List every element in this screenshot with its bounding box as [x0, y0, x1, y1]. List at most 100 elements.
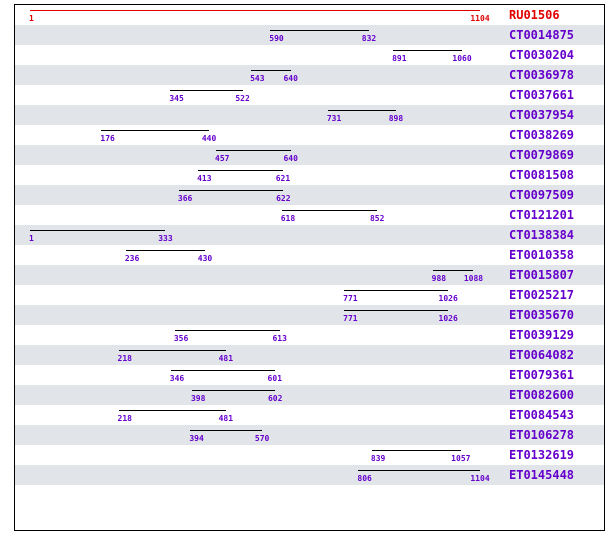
end-position: 522 [235, 94, 250, 103]
end-position: 481 [218, 414, 234, 423]
alignment-segment [198, 170, 283, 171]
hit-id-link[interactable]: ET0132619 [509, 448, 575, 462]
hit-id-link[interactable]: CT0121201 [509, 208, 575, 222]
start-position: 731 [326, 114, 342, 123]
hit-row: 356 613 ET0039129 [15, 325, 604, 345]
start-position: 590 [269, 34, 284, 43]
end-position: 640 [283, 74, 298, 83]
hit-id-link[interactable]: CT0037661 [509, 88, 575, 102]
start-position: 345 [169, 94, 184, 103]
hit-id-link[interactable]: CT0079869 [509, 148, 575, 162]
hit-row: 346 601 ET0079361 [15, 365, 604, 385]
end-position: 613 [272, 334, 287, 343]
start-position: 346 [169, 374, 185, 383]
hit-row: 176 440 CT0038269 [15, 125, 604, 145]
start-position: 218 [117, 414, 132, 423]
alignment-segment [371, 450, 461, 451]
end-position: 640 [283, 154, 298, 163]
alignment-segment [190, 430, 263, 431]
hit-row: 771 1026 ET0025217 [15, 285, 604, 305]
hit-id-link[interactable]: CT0038269 [509, 128, 575, 142]
end-position: 1026 [438, 294, 458, 303]
hit-row: 345 522 CT0037661 [15, 85, 604, 105]
reference-segment [30, 10, 480, 11]
hit-id-link[interactable]: CT0097509 [509, 188, 575, 202]
start-position: 988 [431, 274, 447, 283]
hit-row: 218 481 ET0064082 [15, 345, 604, 365]
start-position: 618 [280, 214, 296, 223]
hit-id-link[interactable]: ET0064082 [509, 348, 575, 362]
alignment-segment [344, 310, 449, 311]
start-position: 398 [190, 394, 206, 403]
end-position: 602 [267, 394, 283, 403]
hit-row: 457 640 CT0079869 [15, 145, 604, 165]
start-position: 543 [250, 74, 265, 83]
hit-row: 413 621 CT0081508 [15, 165, 604, 185]
reference-id-link[interactable]: RU01506 [509, 8, 560, 22]
start-position: 394 [189, 434, 204, 443]
hit-row: 590 832 CT0014875 [15, 25, 604, 45]
start-position: 236 [124, 254, 140, 263]
start-position: 1 [29, 234, 34, 243]
start-position: 771 [343, 314, 358, 323]
start-position: 806 [357, 474, 372, 483]
end-position: 832 [361, 34, 377, 43]
alignment-segment [281, 210, 378, 211]
alignment-segment [101, 130, 210, 131]
end-position: 333 [158, 234, 173, 243]
reference-row: 1 1104 RU01506 [15, 5, 604, 25]
hit-row: 806 1104 ET0145448 [15, 465, 604, 485]
hit-id-link[interactable]: CT0037954 [509, 108, 575, 122]
end-position: 621 [275, 174, 291, 183]
alignment-segment [270, 30, 370, 31]
start-position: 839 [370, 454, 386, 463]
end-position: 852 [369, 214, 385, 223]
hit-id-link[interactable]: ET0145448 [509, 468, 575, 482]
alignment-rows: 1 1104 RU01506 590 832 CT0014875 891 1060 CT0030… [15, 0, 604, 540]
start-position: 356 [173, 334, 189, 343]
start-position: 891 [392, 54, 407, 63]
hit-row: 218 481 ET0084543 [15, 405, 604, 425]
alignment-segment [118, 410, 226, 411]
hit-row: 618 852 CT0121201 [15, 205, 604, 225]
hit-id-link[interactable]: CT0030204 [509, 48, 575, 62]
hit-row: 839 1057 ET0132619 [15, 445, 604, 465]
end-position: 601 [267, 374, 283, 383]
hit-id-link[interactable]: ET0015807 [509, 268, 575, 282]
start-position: 457 [215, 154, 230, 163]
alignment-segment [118, 350, 226, 351]
hit-id-link[interactable]: CT0036978 [509, 68, 575, 82]
end-position: 430 [197, 254, 213, 263]
alignment-segment [174, 330, 280, 331]
start-position: 218 [117, 354, 132, 363]
hit-id-link[interactable]: ET0010358 [509, 248, 575, 262]
hit-id-link[interactable]: ET0082600 [509, 388, 575, 402]
alignment-segment [432, 270, 474, 271]
start-position: 413 [197, 174, 212, 183]
alignment-segment [30, 230, 166, 231]
hit-row: 366 622 CT0097509 [15, 185, 604, 205]
end-position: 1104 [470, 474, 490, 483]
alignment-segment [358, 470, 480, 471]
hit-id-link[interactable]: ET0106278 [509, 428, 575, 442]
start-position: 771 [343, 294, 358, 303]
hit-row: 891 1060 CT0030204 [15, 45, 604, 65]
end-position: 1060 [452, 54, 472, 63]
hit-row: 731 898 CT0037954 [15, 105, 604, 125]
hit-row: 394 570 ET0106278 [15, 425, 604, 445]
hit-row: 988 1088 ET0015807 [15, 265, 604, 285]
hit-id-link[interactable]: ET0025217 [509, 288, 575, 302]
hit-row: 236 430 ET0010358 [15, 245, 604, 265]
alignment-segment [170, 370, 275, 371]
hit-id-link[interactable]: ET0079361 [509, 368, 575, 382]
hit-id-link[interactable]: CT0014875 [509, 28, 575, 42]
end-position: 898 [388, 114, 404, 123]
hit-id-link[interactable]: ET0084543 [509, 408, 575, 422]
hit-id-link[interactable]: ET0039129 [509, 328, 575, 342]
hit-id-link[interactable]: CT0138384 [509, 228, 575, 242]
alignment-segment [125, 250, 205, 251]
hit-id-link[interactable]: CT0081508 [509, 168, 575, 182]
hit-id-link[interactable]: ET0035670 [509, 308, 575, 322]
end-position: 1026 [438, 314, 458, 323]
hit-row: 543 640 CT0036978 [15, 65, 604, 85]
